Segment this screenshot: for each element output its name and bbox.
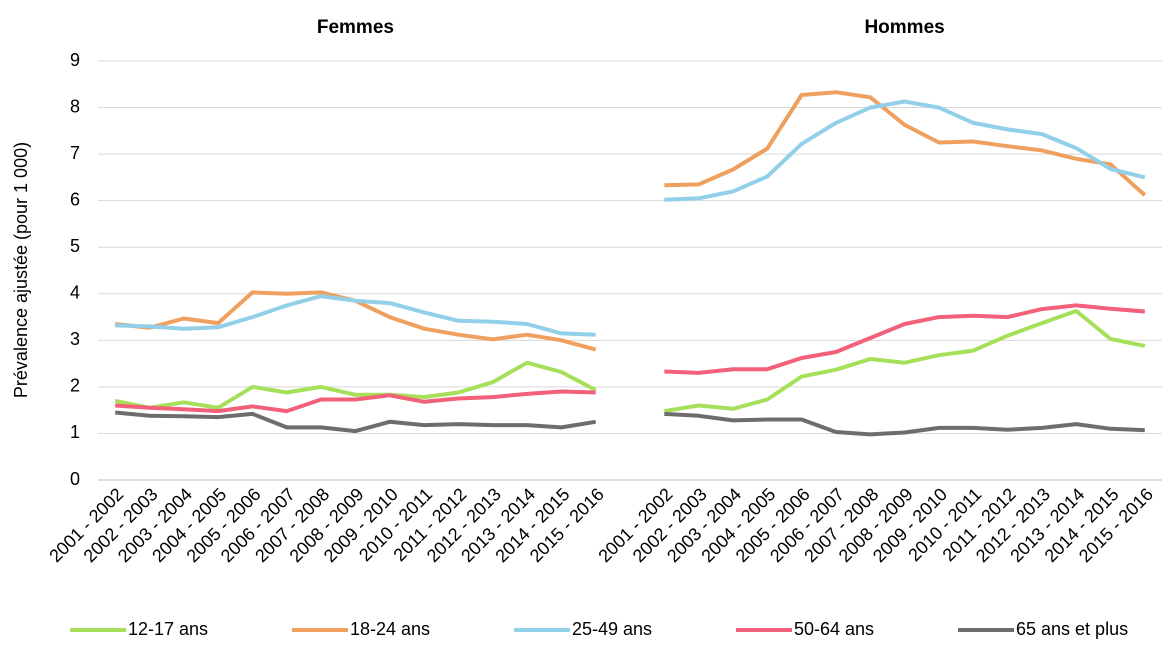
group-title: Hommes <box>864 17 944 38</box>
group-title: Femmes <box>317 17 394 38</box>
line-series <box>114 309 1146 414</box>
legend-label: 50-64 ans <box>794 619 874 639</box>
line-series <box>115 410 1145 437</box>
y-tick-label: 6 <box>70 189 80 209</box>
y-tick-label: 8 <box>70 96 80 116</box>
y-tick-label: 1 <box>70 422 80 442</box>
y-tick-label: 9 <box>70 50 80 70</box>
y-tick-label: 3 <box>70 329 80 349</box>
legend-label: 18-24 ans <box>350 619 430 639</box>
y-tick-label: 7 <box>70 143 80 163</box>
y-tick-label: 4 <box>70 283 80 303</box>
y-tick-label: 2 <box>70 376 80 396</box>
legend-label: 12-17 ans <box>128 619 208 639</box>
legend-label: 25-49 ans <box>572 619 652 639</box>
y-tick-label: 5 <box>70 236 80 256</box>
legend-label: 65 ans et plus <box>1016 619 1128 639</box>
line-series <box>115 303 1145 414</box>
line-series <box>115 99 1146 337</box>
y-tick-label: 0 <box>70 469 80 489</box>
y-axis-label: Prévalence ajustée (pour 1 000) <box>11 142 31 398</box>
